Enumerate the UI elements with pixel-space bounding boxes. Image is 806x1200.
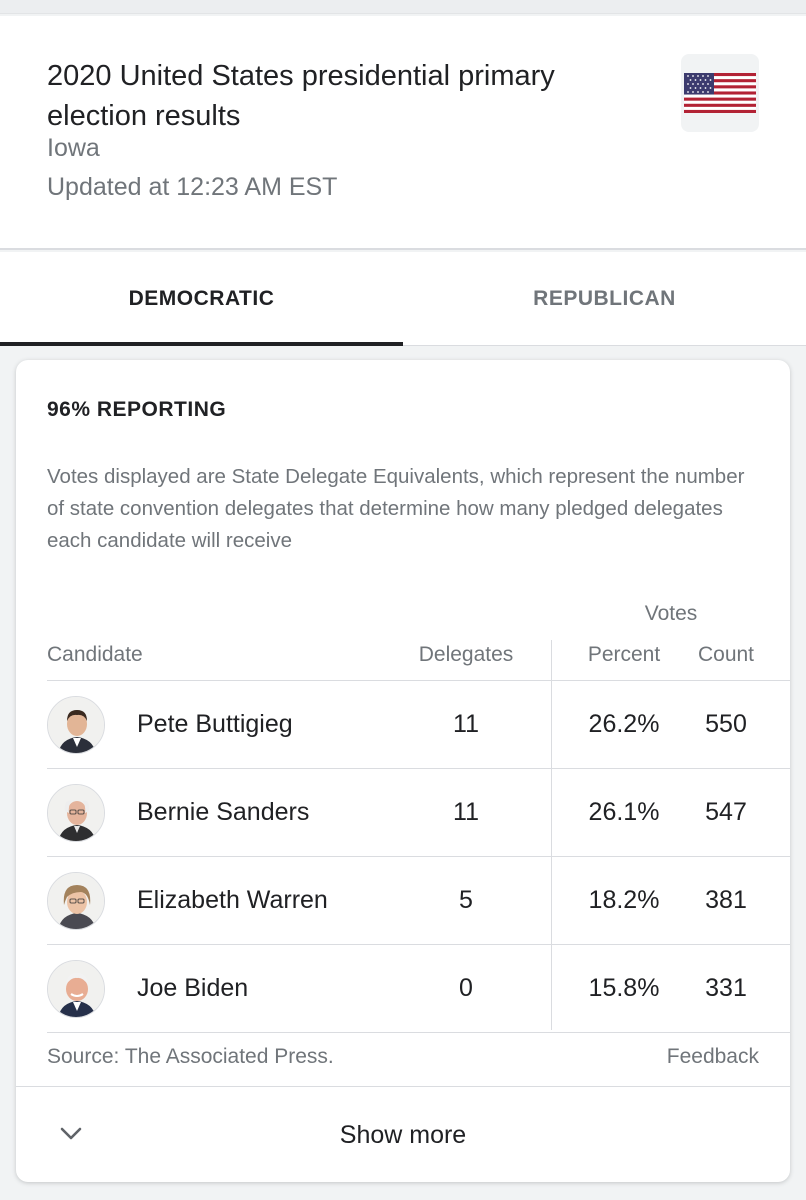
results-description: Votes displayed are State Delegate Equiv… bbox=[47, 465, 745, 552]
flag-container bbox=[681, 54, 759, 132]
candidate-avatar bbox=[47, 784, 105, 842]
candidate-avatar bbox=[47, 696, 105, 754]
column-header-candidate: Candidate bbox=[47, 643, 143, 666]
candidate-photo-icon bbox=[48, 697, 104, 753]
column-header-percent: Percent bbox=[587, 643, 661, 666]
candidate-delegates: 11 bbox=[453, 710, 479, 738]
top-strip bbox=[0, 0, 806, 14]
candidate-count: 550 bbox=[705, 710, 747, 738]
column-divider bbox=[551, 640, 552, 680]
candidate-photo-icon bbox=[48, 785, 104, 841]
column-header-count: Count bbox=[697, 643, 755, 666]
candidate-photo-icon bbox=[48, 873, 104, 929]
candidate-count: 547 bbox=[705, 798, 747, 826]
candidate-count: 331 bbox=[705, 974, 747, 1002]
results-card: 96% REPORTING Votes displayed are State … bbox=[16, 360, 790, 1182]
table-row[interactable]: Elizabeth Warren 5 18.2% 381 bbox=[47, 857, 790, 945]
tab-republican-label: REPUBLICAN bbox=[533, 287, 676, 310]
column-divider bbox=[551, 680, 552, 1030]
candidate-photo-icon bbox=[48, 961, 104, 1017]
source-attribution: Source: The Associated Press. bbox=[47, 1045, 334, 1068]
table-row[interactable]: Bernie Sanders 11 26.1% 547 bbox=[47, 769, 790, 857]
feedback-link[interactable]: Feedback bbox=[666, 1045, 759, 1068]
show-more-button[interactable]: Show more bbox=[16, 1086, 790, 1182]
candidate-name: Bernie Sanders bbox=[137, 798, 310, 826]
show-more-label: Show more bbox=[339, 1121, 467, 1149]
table-row[interactable]: Pete Buttigieg 11 26.2% 550 bbox=[47, 681, 790, 769]
candidate-percent: 15.8% bbox=[588, 974, 660, 1002]
updated-timestamp: Updated at 12:23 AM EST bbox=[47, 173, 338, 201]
candidate-avatar bbox=[47, 872, 105, 930]
candidate-delegates: 5 bbox=[459, 886, 473, 914]
table-row[interactable]: Joe Biden 0 15.8% 331 bbox=[47, 945, 790, 1033]
candidate-avatar bbox=[47, 960, 105, 1018]
candidate-percent: 26.1% bbox=[588, 798, 660, 826]
page-title: 2020 United States presidential primary … bbox=[47, 60, 555, 132]
party-tabs: DEMOCRATIC REPUBLICAN bbox=[0, 252, 806, 346]
votes-column-group-header: Votes bbox=[644, 602, 698, 625]
state-name: Iowa bbox=[47, 134, 100, 162]
us-flag-icon bbox=[684, 73, 756, 113]
candidate-count: 381 bbox=[705, 886, 747, 914]
candidate-name: Elizabeth Warren bbox=[137, 886, 328, 914]
chevron-down-icon bbox=[60, 1127, 82, 1140]
tab-republican[interactable]: REPUBLICAN bbox=[403, 252, 806, 346]
tab-democratic-label: DEMOCRATIC bbox=[128, 287, 275, 310]
candidate-percent: 18.2% bbox=[588, 886, 660, 914]
candidate-name: Joe Biden bbox=[137, 974, 249, 1002]
reporting-status: 96% REPORTING bbox=[47, 398, 227, 421]
results-header: 2020 United States presidential primary … bbox=[0, 16, 806, 250]
candidate-delegates: 11 bbox=[453, 798, 479, 826]
candidate-percent: 26.2% bbox=[588, 710, 660, 738]
candidate-name: Pete Buttigieg bbox=[137, 710, 293, 738]
column-header-delegates: Delegates bbox=[418, 643, 514, 666]
tab-democratic[interactable]: DEMOCRATIC bbox=[0, 252, 403, 346]
results-table: Pete Buttigieg 11 26.2% 550 Bernie Sande… bbox=[47, 680, 790, 1033]
candidate-delegates: 0 bbox=[459, 974, 473, 1002]
active-tab-indicator bbox=[0, 342, 403, 346]
